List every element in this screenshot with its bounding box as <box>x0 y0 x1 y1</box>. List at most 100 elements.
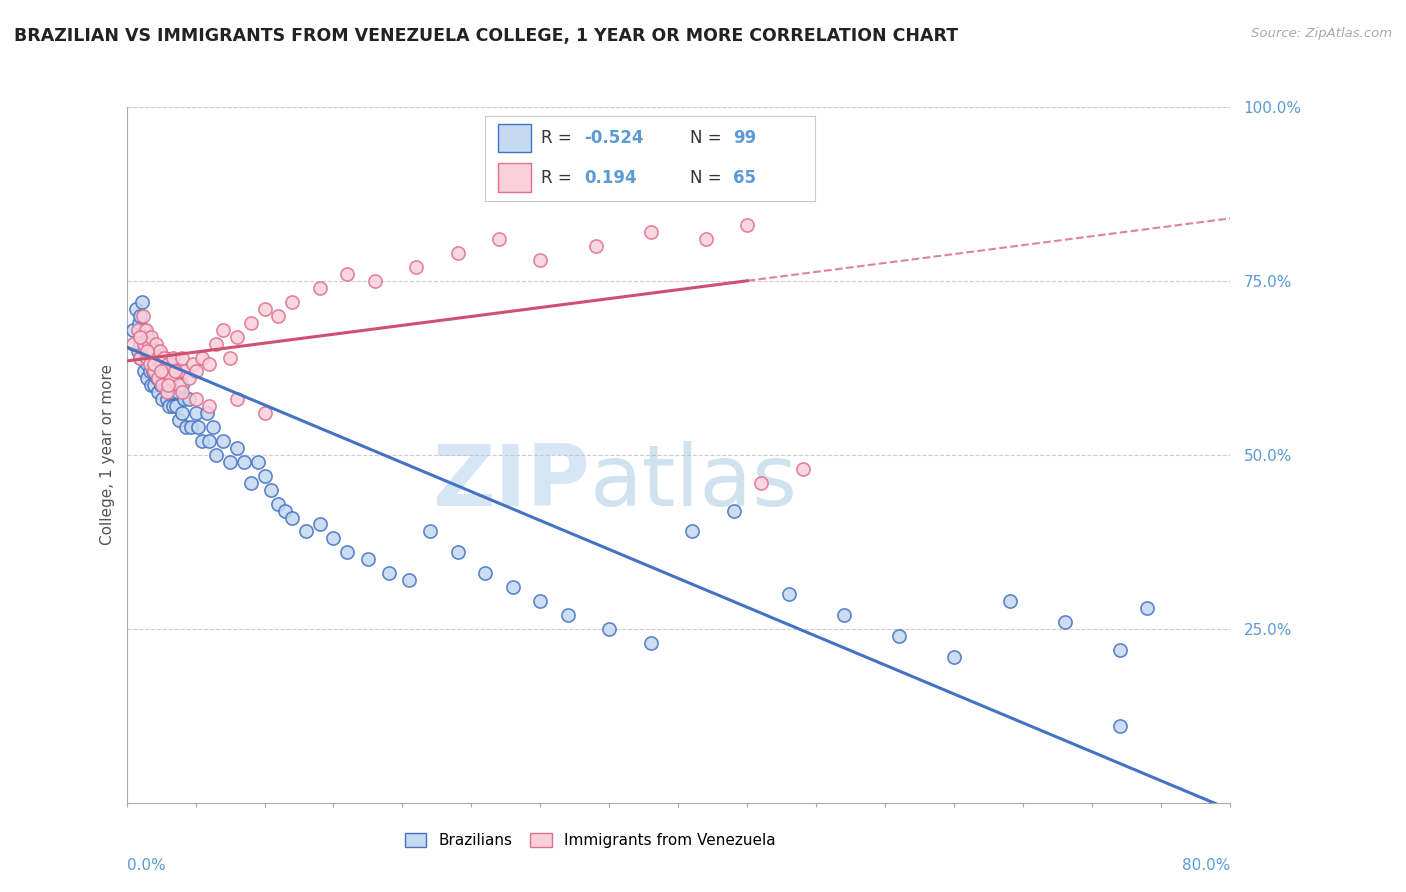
Point <box>129 351 152 365</box>
Point <box>502 580 524 594</box>
FancyBboxPatch shape <box>498 163 531 192</box>
Point <box>398 573 420 587</box>
Point <box>129 329 152 343</box>
Point <box>134 336 156 351</box>
Point <box>232 455 254 469</box>
Point <box>165 364 187 378</box>
Point <box>177 371 200 385</box>
Text: 99: 99 <box>733 129 756 147</box>
Point <box>128 316 150 330</box>
Point <box>160 385 183 400</box>
Point <box>150 364 173 378</box>
Point <box>150 358 173 372</box>
Point <box>150 351 173 365</box>
Point <box>173 392 195 407</box>
Point <box>308 517 330 532</box>
Point <box>152 351 174 365</box>
Point <box>125 301 148 316</box>
Point <box>195 406 218 420</box>
Point <box>152 364 174 378</box>
Point <box>219 351 242 365</box>
Point <box>681 524 703 539</box>
Point <box>136 358 159 372</box>
Point <box>212 434 235 448</box>
Point <box>135 323 157 337</box>
Point <box>156 371 179 385</box>
Point <box>170 385 193 400</box>
Point <box>167 378 190 392</box>
Point <box>274 503 297 517</box>
Point <box>191 351 214 365</box>
Point <box>198 399 221 413</box>
Point <box>377 566 399 581</box>
Point <box>447 545 470 559</box>
Point <box>357 552 380 566</box>
Point <box>136 329 159 343</box>
Point <box>295 524 318 539</box>
Point <box>143 378 166 392</box>
Point <box>156 358 179 372</box>
Point <box>557 607 579 622</box>
Point <box>723 503 745 517</box>
Point <box>152 378 174 392</box>
Point <box>163 371 186 385</box>
Point <box>129 309 152 323</box>
Point <box>165 399 187 413</box>
Point <box>239 316 262 330</box>
Point <box>148 385 170 400</box>
Point <box>138 343 160 358</box>
Point <box>136 351 159 365</box>
Text: ZIP: ZIP <box>433 442 591 524</box>
Point <box>146 343 169 358</box>
Point <box>149 343 172 358</box>
Point <box>162 399 184 413</box>
Point <box>177 392 200 407</box>
Point <box>281 510 304 524</box>
Point <box>488 232 510 246</box>
Point <box>246 455 269 469</box>
Point <box>267 497 290 511</box>
Point <box>447 246 470 260</box>
Point <box>202 420 225 434</box>
Text: 80.0%: 80.0% <box>1182 858 1230 872</box>
Point <box>170 378 193 392</box>
Text: N =: N = <box>690 129 727 147</box>
Point <box>239 475 262 490</box>
Point <box>170 406 193 420</box>
Point <box>132 343 155 358</box>
Point <box>405 260 427 274</box>
Point <box>225 441 249 455</box>
Point <box>281 294 304 309</box>
Point <box>143 358 166 372</box>
Point <box>170 351 193 365</box>
Point <box>143 364 166 378</box>
Text: N =: N = <box>690 169 727 186</box>
Point <box>156 378 179 392</box>
Point <box>267 309 290 323</box>
Point <box>135 351 157 365</box>
Point <box>943 649 966 664</box>
Point <box>253 468 276 483</box>
Text: 65: 65 <box>733 169 756 186</box>
Point <box>336 267 359 281</box>
Point <box>260 483 283 497</box>
Point <box>142 364 165 378</box>
Point <box>778 587 800 601</box>
Point <box>122 323 145 337</box>
Point <box>198 434 221 448</box>
Point <box>127 323 149 337</box>
Point <box>640 225 662 239</box>
Point <box>145 358 167 372</box>
Point <box>148 358 170 372</box>
Point <box>695 232 717 246</box>
Point <box>139 351 162 365</box>
Point <box>139 358 162 372</box>
Point <box>136 343 159 358</box>
Point <box>129 351 152 365</box>
Point <box>474 566 496 581</box>
Point <box>127 343 149 358</box>
Point <box>141 336 163 351</box>
Point <box>889 629 911 643</box>
Point <box>749 475 772 490</box>
Text: Source: ZipAtlas.com: Source: ZipAtlas.com <box>1251 27 1392 40</box>
